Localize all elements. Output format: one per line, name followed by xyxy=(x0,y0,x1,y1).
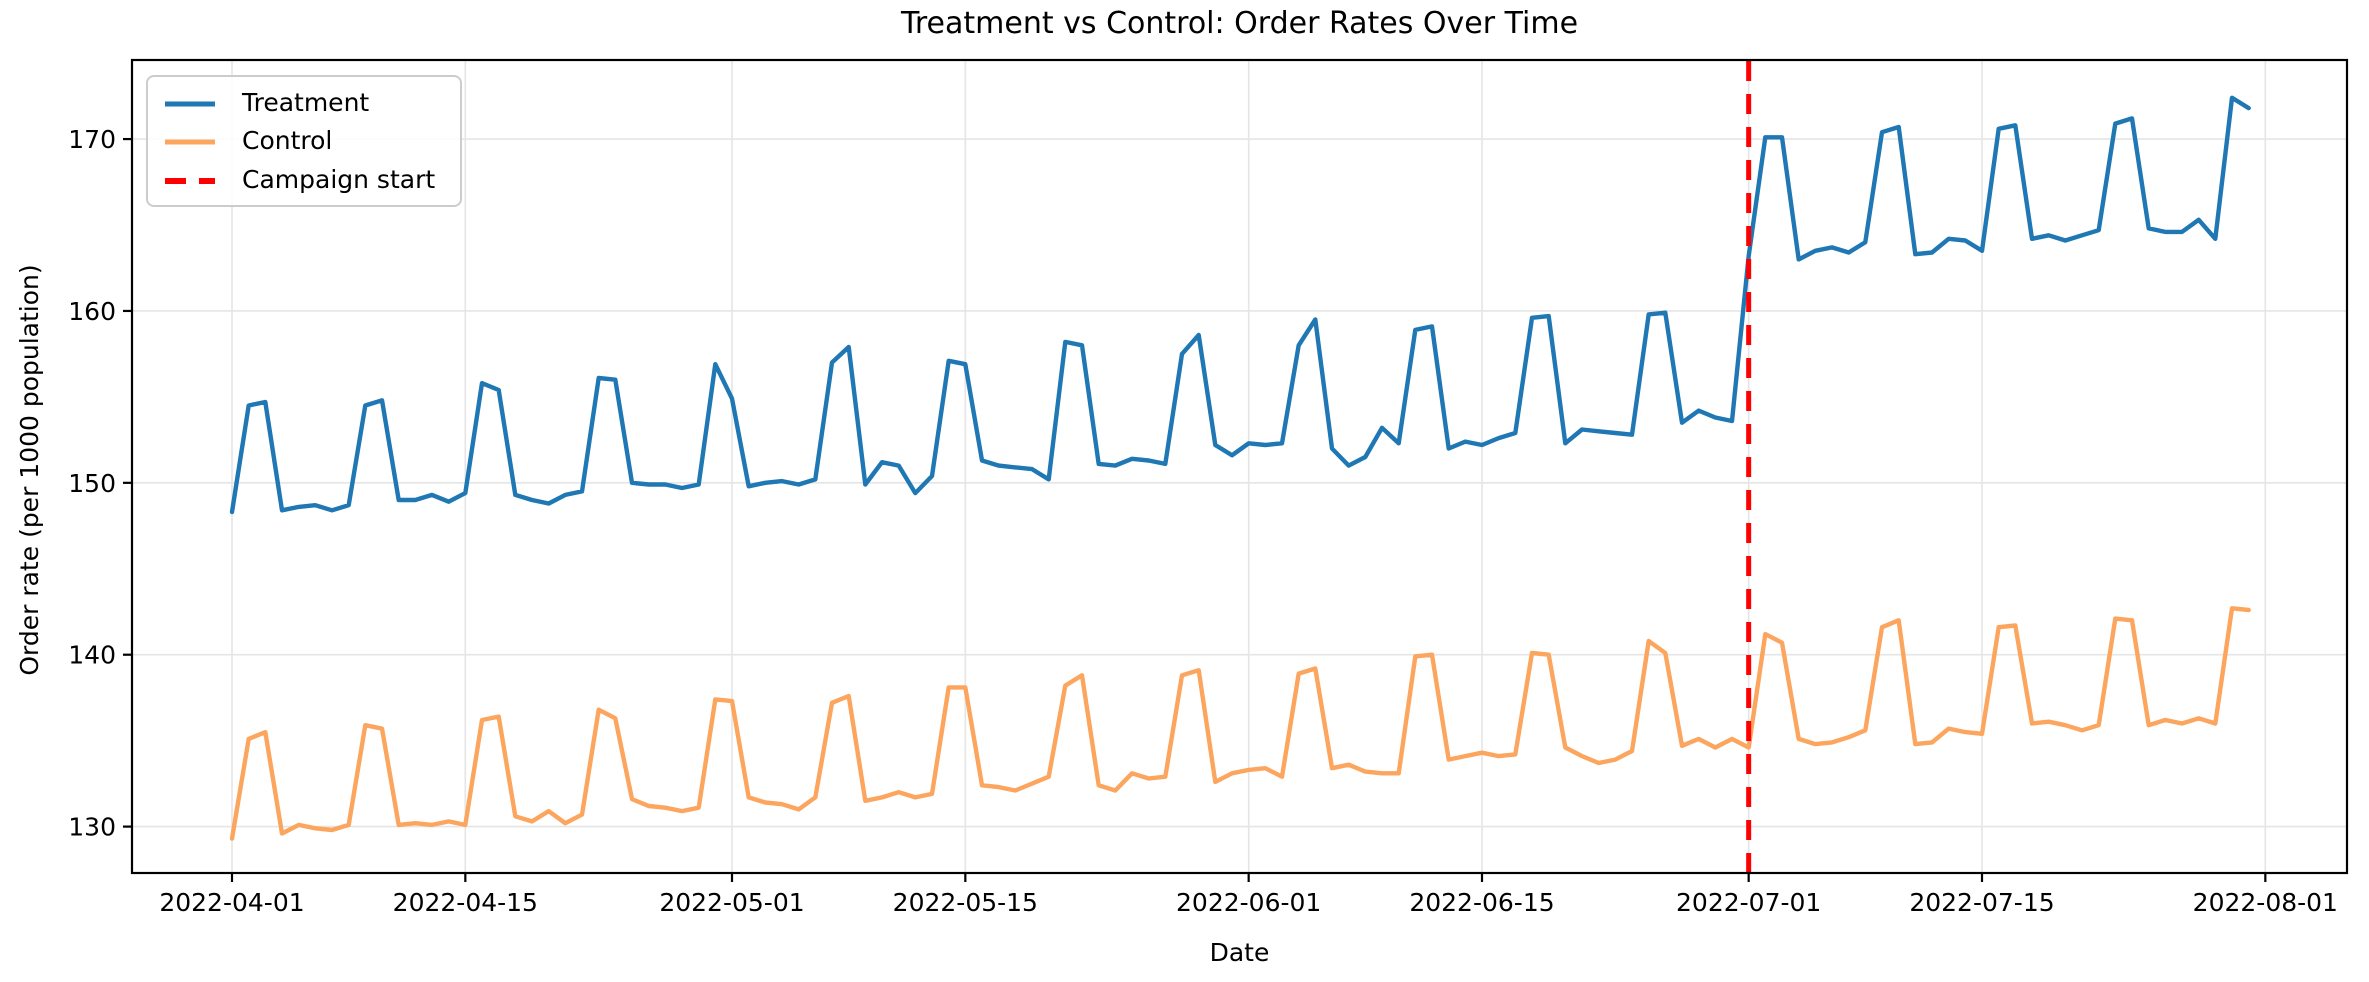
legend-solid-line-icon xyxy=(165,93,215,112)
chart-title: Treatment vs Control: Order Rates Over T… xyxy=(900,6,1579,41)
axes-frame xyxy=(130,58,2349,875)
x-tick-label: 2022-08-01 xyxy=(2193,888,2338,917)
y-tick-label: 150 xyxy=(68,469,116,498)
legend-item-control: Control xyxy=(148,123,460,159)
x-tick-label: 2022-04-01 xyxy=(159,888,304,917)
y-tick-label: 130 xyxy=(68,813,116,842)
y-tick-label: 170 xyxy=(68,125,116,154)
legend: Treatment Control Campaign start xyxy=(146,75,462,207)
x-tick-label: 2022-07-15 xyxy=(1909,888,2054,917)
x-tick-label: 2022-05-15 xyxy=(893,888,1038,917)
x-axis-label: Date xyxy=(1209,938,1270,967)
legend-label: Treatment xyxy=(242,87,370,117)
y-tick-label: 160 xyxy=(68,297,116,326)
legend-label: Campaign start xyxy=(242,165,436,195)
legend-solid-line-icon xyxy=(165,131,215,150)
control-line xyxy=(229,606,2251,841)
y-tick-label: 140 xyxy=(68,641,116,670)
legend-dashed-line-icon xyxy=(165,170,215,189)
x-tick-label: 2022-04-15 xyxy=(393,888,538,917)
legend-label: Control xyxy=(242,126,333,156)
legend-item-treatment: Treatment xyxy=(148,84,460,120)
x-tick-label: 2022-05-01 xyxy=(659,888,804,917)
x-tick-label: 2022-07-01 xyxy=(1676,888,1821,917)
x-tick-label: 2022-06-01 xyxy=(1176,888,1321,917)
x-tick-label: 2022-06-15 xyxy=(1409,888,1554,917)
treatment-line xyxy=(229,95,2251,515)
legend-item-campaign-start: Campaign start xyxy=(148,162,460,198)
